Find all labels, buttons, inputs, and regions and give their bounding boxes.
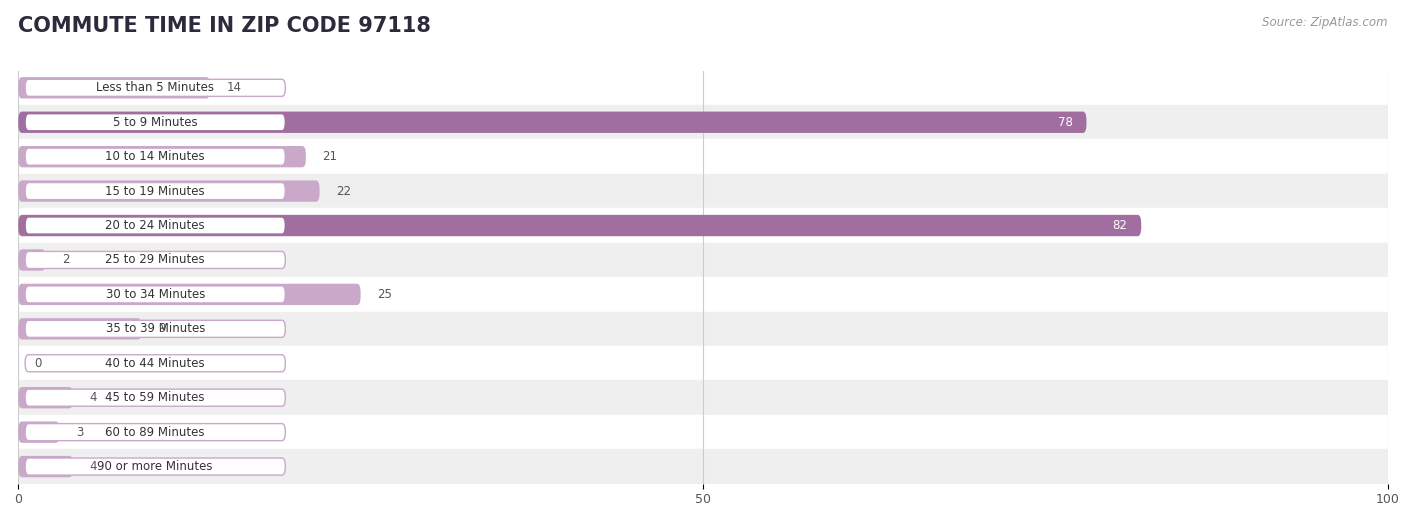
Text: 35 to 39 Minutes: 35 to 39 Minutes xyxy=(105,322,205,335)
Text: 3: 3 xyxy=(76,426,83,439)
Text: 60 to 89 Minutes: 60 to 89 Minutes xyxy=(105,426,205,439)
Text: 0: 0 xyxy=(35,357,42,370)
Text: 82: 82 xyxy=(1112,219,1128,232)
FancyBboxPatch shape xyxy=(18,456,73,477)
Text: COMMUTE TIME IN ZIP CODE 97118: COMMUTE TIME IN ZIP CODE 97118 xyxy=(18,16,432,36)
Text: 10 to 14 Minutes: 10 to 14 Minutes xyxy=(105,150,205,163)
Text: 14: 14 xyxy=(226,81,242,94)
Text: 15 to 19 Minutes: 15 to 19 Minutes xyxy=(105,185,205,198)
FancyBboxPatch shape xyxy=(18,146,307,167)
Bar xyxy=(18,208,1388,243)
Bar xyxy=(18,71,1388,105)
FancyBboxPatch shape xyxy=(18,318,142,339)
Bar xyxy=(18,449,1388,484)
Text: 25 to 29 Minutes: 25 to 29 Minutes xyxy=(105,254,205,267)
Bar xyxy=(18,312,1388,346)
Text: 30 to 34 Minutes: 30 to 34 Minutes xyxy=(105,288,205,301)
Text: 45 to 59 Minutes: 45 to 59 Minutes xyxy=(105,391,205,404)
Bar xyxy=(18,174,1388,208)
FancyBboxPatch shape xyxy=(25,217,285,234)
Text: 90 or more Minutes: 90 or more Minutes xyxy=(97,460,212,473)
Text: 4: 4 xyxy=(90,391,97,404)
FancyBboxPatch shape xyxy=(18,249,45,270)
FancyBboxPatch shape xyxy=(25,458,285,475)
Text: 78: 78 xyxy=(1057,116,1073,129)
Text: 25: 25 xyxy=(377,288,392,301)
FancyBboxPatch shape xyxy=(25,183,285,200)
FancyBboxPatch shape xyxy=(25,424,285,441)
Text: Less than 5 Minutes: Less than 5 Minutes xyxy=(96,81,214,94)
Bar xyxy=(18,346,1388,381)
Text: 22: 22 xyxy=(336,185,352,198)
FancyBboxPatch shape xyxy=(18,387,73,408)
Text: 4: 4 xyxy=(90,460,97,473)
Bar xyxy=(18,105,1388,140)
Text: Source: ZipAtlas.com: Source: ZipAtlas.com xyxy=(1263,16,1388,29)
FancyBboxPatch shape xyxy=(25,355,285,372)
FancyBboxPatch shape xyxy=(18,180,319,202)
Bar xyxy=(18,277,1388,312)
FancyBboxPatch shape xyxy=(25,79,285,96)
FancyBboxPatch shape xyxy=(25,148,285,165)
Text: 21: 21 xyxy=(322,150,337,163)
Text: 20 to 24 Minutes: 20 to 24 Minutes xyxy=(105,219,205,232)
Bar xyxy=(18,243,1388,277)
FancyBboxPatch shape xyxy=(18,215,1142,236)
FancyBboxPatch shape xyxy=(25,113,285,131)
FancyBboxPatch shape xyxy=(25,389,285,406)
FancyBboxPatch shape xyxy=(18,111,1087,133)
FancyBboxPatch shape xyxy=(25,252,285,268)
Text: 40 to 44 Minutes: 40 to 44 Minutes xyxy=(105,357,205,370)
Bar xyxy=(18,381,1388,415)
FancyBboxPatch shape xyxy=(25,286,285,303)
Text: 5 to 9 Minutes: 5 to 9 Minutes xyxy=(112,116,197,129)
Bar xyxy=(18,415,1388,449)
FancyBboxPatch shape xyxy=(18,77,209,98)
Text: 9: 9 xyxy=(157,322,166,335)
FancyBboxPatch shape xyxy=(18,284,360,305)
FancyBboxPatch shape xyxy=(18,422,59,443)
Bar xyxy=(18,140,1388,174)
FancyBboxPatch shape xyxy=(25,320,285,337)
Text: 2: 2 xyxy=(62,254,70,267)
